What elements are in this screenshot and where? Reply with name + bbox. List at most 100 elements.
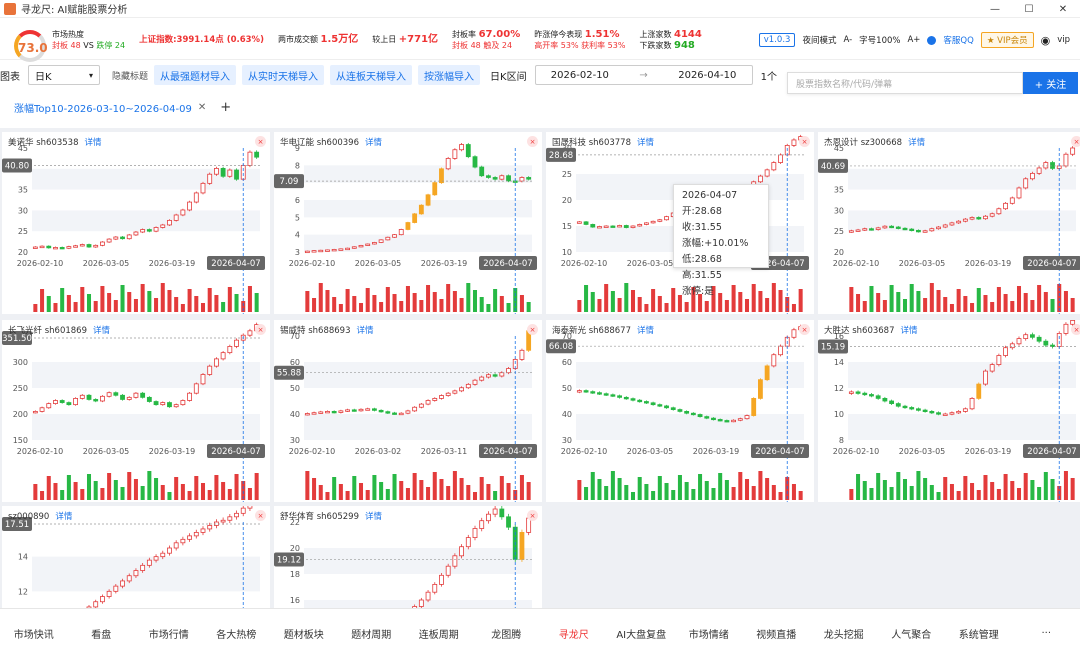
candle-body[interactable] bbox=[93, 601, 99, 608]
candle-body[interactable] bbox=[731, 419, 737, 423]
remove-chart-icon[interactable]: × bbox=[527, 136, 538, 147]
candle-body[interactable] bbox=[472, 528, 478, 538]
candle-body[interactable] bbox=[597, 226, 602, 229]
remove-chart-icon[interactable]: × bbox=[799, 136, 810, 147]
candle-body[interactable] bbox=[499, 508, 505, 518]
hide-title-toggle[interactable]: 隐藏标题 bbox=[112, 71, 149, 82]
candle-body[interactable] bbox=[167, 402, 172, 408]
candle-body[interactable] bbox=[338, 410, 344, 413]
candle-body[interactable] bbox=[439, 395, 444, 399]
candle-body[interactable] bbox=[590, 391, 596, 394]
kline-chart[interactable]: 16 14 12 10 8 15.19 2026-02-10 2026-03-05 2026-0… bbox=[818, 320, 1080, 502]
candle-body[interactable] bbox=[630, 398, 636, 401]
tab-top10[interactable]: 涨幅Top10-2026-03-10~2026-04-09 ✕ bbox=[14, 100, 206, 115]
candle-body[interactable] bbox=[996, 208, 1002, 215]
candle-body[interactable] bbox=[398, 229, 404, 236]
candle-body[interactable] bbox=[153, 401, 159, 406]
candle-body[interactable] bbox=[220, 167, 226, 177]
candle-body[interactable] bbox=[79, 244, 85, 247]
nav-item[interactable]: AI大盘复盘 bbox=[616, 629, 667, 641]
remove-chart-icon[interactable]: × bbox=[1071, 324, 1080, 335]
kline-chart[interactable]: 350300250200150351.502026-02-102026-03-0… bbox=[2, 320, 270, 502]
candle-body[interactable] bbox=[247, 506, 253, 509]
kline-chart[interactable]: 45403530252040.692026-02-102026-03-05202… bbox=[818, 132, 1080, 314]
import-by-gain-button[interactable]: 按涨幅导入 bbox=[418, 65, 481, 85]
candle-body[interactable] bbox=[452, 555, 458, 567]
columns-select[interactable]: 1个 bbox=[760, 71, 777, 83]
candle-body[interactable] bbox=[744, 415, 750, 420]
candle-body[interactable] bbox=[936, 226, 941, 230]
kline-chart[interactable]: 70 60 50 40 30 55.88 2026-02-10 2026-03-02 2026-… bbox=[274, 320, 542, 502]
candle-body[interactable] bbox=[664, 405, 669, 409]
candle-body[interactable] bbox=[737, 418, 743, 421]
candle-body[interactable] bbox=[173, 542, 179, 549]
candle-body[interactable] bbox=[603, 225, 609, 228]
candle-body[interactable] bbox=[882, 398, 888, 402]
candle-body[interactable] bbox=[351, 409, 357, 412]
candle-body[interactable] bbox=[46, 403, 52, 409]
candle-body[interactable] bbox=[412, 213, 418, 223]
candle-body[interactable] bbox=[66, 402, 72, 406]
candle-body[interactable] bbox=[610, 225, 616, 228]
candle-body[interactable] bbox=[254, 151, 260, 158]
candle-body[interactable] bbox=[962, 218, 968, 222]
nav-item[interactable]: 龙图腾 bbox=[491, 629, 522, 641]
candle-body[interactable] bbox=[378, 409, 384, 413]
remove-chart-icon[interactable]: × bbox=[255, 510, 266, 521]
nav-item[interactable]: 看盘 bbox=[91, 629, 112, 641]
candle-body[interactable] bbox=[976, 217, 982, 220]
candle-body[interactable] bbox=[942, 224, 948, 228]
candle-body[interactable] bbox=[704, 416, 710, 419]
candle-body[interactable] bbox=[66, 246, 72, 249]
candle-body[interactable] bbox=[583, 390, 589, 393]
candle-body[interactable] bbox=[764, 365, 770, 381]
candle-body[interactable] bbox=[173, 404, 179, 408]
candle-body[interactable] bbox=[207, 525, 213, 530]
night-mode-toggle[interactable]: 夜间模式 bbox=[802, 36, 837, 46]
candle-body[interactable] bbox=[519, 349, 525, 360]
candle-body[interactable] bbox=[405, 222, 411, 230]
candle-body[interactable] bbox=[126, 396, 132, 400]
nav-item[interactable]: 题材板块 bbox=[283, 629, 324, 641]
candle-body[interactable] bbox=[193, 383, 199, 394]
maximize-button[interactable]: ☐ bbox=[1024, 3, 1034, 15]
candle-body[interactable] bbox=[791, 329, 797, 338]
candle-body[interactable] bbox=[1029, 172, 1035, 180]
candle-body[interactable] bbox=[1029, 334, 1035, 338]
candle-body[interactable] bbox=[684, 411, 690, 414]
candle-body[interactable] bbox=[637, 399, 643, 403]
nav-item[interactable]: 连板周期 bbox=[418, 629, 459, 641]
candle-body[interactable] bbox=[93, 244, 99, 248]
candle-body[interactable] bbox=[757, 379, 763, 399]
candle-body[interactable] bbox=[1043, 162, 1049, 169]
candle-body[interactable] bbox=[113, 392, 119, 396]
remove-chart-icon[interactable]: × bbox=[255, 136, 266, 147]
candle-body[interactable] bbox=[86, 244, 92, 248]
candle-body[interactable] bbox=[956, 220, 962, 224]
candle-body[interactable] bbox=[976, 383, 982, 399]
candle-body[interactable] bbox=[331, 411, 337, 414]
candle-body[interactable] bbox=[855, 391, 861, 394]
candle-body[interactable] bbox=[53, 400, 58, 405]
candle-body[interactable] bbox=[855, 229, 861, 232]
candle-body[interactable] bbox=[983, 215, 988, 220]
candle-body[interactable] bbox=[902, 227, 908, 231]
detail-link[interactable]: 详情 bbox=[364, 512, 382, 522]
candle-body[interactable] bbox=[439, 574, 444, 585]
candle-body[interactable] bbox=[1023, 178, 1029, 189]
candle-body[interactable] bbox=[140, 229, 146, 233]
candle-body[interactable] bbox=[180, 209, 186, 216]
candle-body[interactable] bbox=[418, 599, 424, 607]
stock-chart-card[interactable]: 45403530252040.802026-02-102026-03-05202… bbox=[2, 132, 270, 314]
candle-body[interactable] bbox=[106, 238, 112, 243]
candle-body[interactable] bbox=[372, 242, 377, 245]
candle-body[interactable] bbox=[187, 201, 193, 211]
candle-body[interactable] bbox=[247, 330, 253, 336]
candle-body[interactable] bbox=[304, 413, 310, 416]
import-limit-ladder-button[interactable]: 从连板天梯导入 bbox=[330, 65, 413, 85]
detail-link[interactable]: 详情 bbox=[92, 326, 110, 336]
candle-body[interactable] bbox=[1009, 197, 1015, 204]
candle-body[interactable] bbox=[213, 167, 219, 175]
